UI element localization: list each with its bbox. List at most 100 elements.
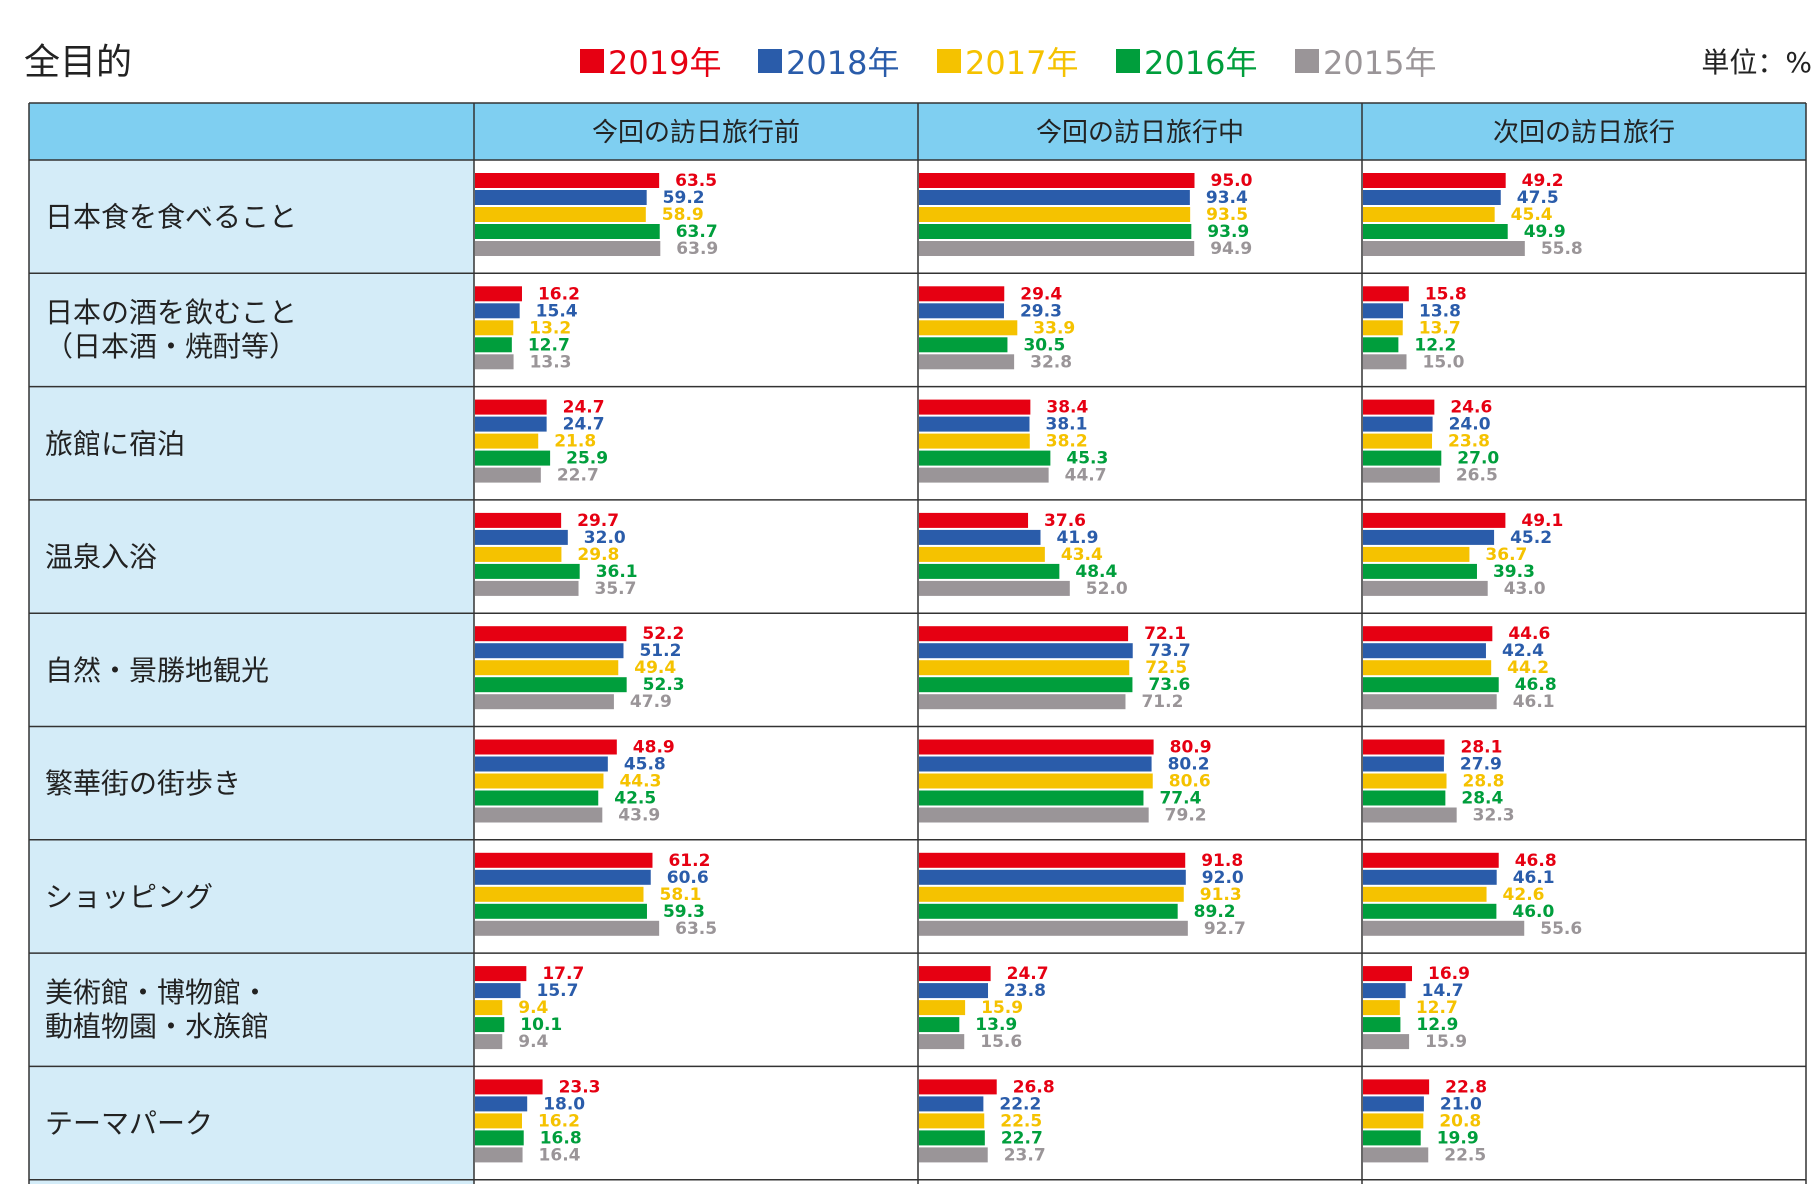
- bar-2018年: [1363, 983, 1406, 999]
- value-label: 29.3: [1020, 301, 1062, 321]
- value-label: 95.0: [1211, 171, 1253, 191]
- value-label: 41.9: [1057, 528, 1099, 548]
- bar-2019年: [1363, 852, 1499, 868]
- value-label: 21.8: [554, 432, 596, 452]
- bar-2019年: [475, 739, 617, 755]
- table-row: 温泉入浴 29.732.029.836.135.7 37.641.943.448.4…: [45, 511, 1563, 599]
- value-label: 43.4: [1061, 545, 1103, 565]
- value-label: 92.0: [1202, 868, 1244, 888]
- bar-2015年: [475, 354, 514, 370]
- value-label: 55.8: [1541, 239, 1583, 259]
- bar-2018年: [919, 869, 1186, 885]
- chart-title: 全目的: [24, 42, 132, 83]
- value-label: 13.2: [529, 318, 571, 338]
- bar-2017年: [1363, 320, 1403, 336]
- bar-2016年: [1363, 790, 1446, 806]
- row-label: 日本食を食べること: [45, 201, 297, 234]
- bar-2018年: [475, 416, 547, 432]
- value-label: 49.1: [1521, 511, 1563, 531]
- value-label: 29.8: [577, 545, 619, 565]
- value-label: 46.8: [1515, 675, 1557, 695]
- value-label: 33.9: [1033, 318, 1075, 338]
- bar-2015年: [475, 467, 541, 483]
- bar-2019年: [475, 1079, 543, 1095]
- bar-2016年: [475, 337, 512, 353]
- bar-2018年: [1363, 869, 1497, 885]
- bar-2018年: [475, 643, 624, 659]
- bar-2017年: [1363, 207, 1495, 222]
- value-label: 45.4: [1511, 205, 1553, 225]
- value-label: 46.8: [1515, 851, 1557, 871]
- bar-2017年: [1363, 773, 1447, 789]
- value-label: 93.9: [1207, 222, 1249, 242]
- bar-2019年: [475, 626, 627, 642]
- bar-2016年: [1363, 1130, 1421, 1146]
- bar-2015年: [919, 1147, 988, 1163]
- value-label: 45.2: [1510, 528, 1552, 548]
- column-header: 今回の訪日旅行中: [1036, 118, 1244, 148]
- value-label: 93.4: [1206, 188, 1248, 208]
- legend-swatch-2015年: [1295, 49, 1319, 73]
- row-label: 繁華街の街歩き: [45, 767, 241, 800]
- column-header: 次回の訪日旅行: [1493, 118, 1675, 148]
- row-label: 温泉入浴: [45, 541, 157, 574]
- table-row: 旅館に宿泊24.724.721.825.922.738.438.138.245.…: [45, 398, 1499, 486]
- value-label: 44.2: [1507, 658, 1549, 678]
- value-label: 15.8: [1425, 284, 1467, 304]
- value-label: 15.4: [536, 301, 578, 321]
- value-label: 26.8: [1013, 1077, 1055, 1097]
- bar-2019年: [1363, 512, 1506, 528]
- bar-2016年: [919, 337, 1008, 353]
- value-label: 44.6: [1508, 624, 1550, 644]
- row-label: 日本の酒を飲むこと: [45, 296, 297, 329]
- value-label: 21.0: [1440, 1094, 1482, 1114]
- bar-2015年: [919, 580, 1070, 596]
- value-label: 16.2: [538, 1111, 580, 1131]
- bar-2015年: [475, 580, 579, 596]
- bar-2015年: [475, 920, 660, 936]
- bar-2016年: [919, 1130, 985, 1146]
- bar-2015年: [1363, 1034, 1410, 1050]
- bar-2017年: [475, 546, 562, 562]
- value-label: 43.9: [618, 806, 660, 826]
- bar-2018年: [475, 983, 521, 999]
- bar-2015年: [475, 1034, 503, 1050]
- value-label: 39.3: [1493, 562, 1535, 582]
- bar-2019年: [919, 1079, 997, 1095]
- table-row: 繁華街の街歩き48.945.844.342.543.980.980.280.67…: [45, 738, 1515, 826]
- value-label: 49.9: [1524, 222, 1566, 242]
- value-label: 47.9: [630, 692, 672, 712]
- bar-2017年: [475, 773, 604, 789]
- value-label: 63.7: [676, 222, 718, 242]
- bar-2017年: [475, 320, 514, 336]
- bar-2018年: [1363, 303, 1404, 319]
- value-label: 12.7: [1416, 998, 1458, 1018]
- bar-2015年: [1363, 580, 1488, 596]
- value-label: 43.0: [1504, 579, 1546, 599]
- bar-2018年: [919, 983, 989, 999]
- value-label: 38.1: [1045, 415, 1087, 435]
- value-label: 9.4: [518, 998, 548, 1018]
- bar-2019年: [475, 966, 527, 982]
- bar-2016年: [475, 677, 627, 693]
- bar-2017年: [1363, 886, 1487, 902]
- value-label: 49.4: [634, 658, 676, 678]
- bar-2016年: [919, 224, 1192, 239]
- bar-2016年: [1363, 903, 1497, 919]
- value-label: 93.5: [1206, 205, 1248, 225]
- bar-2015年: [919, 467, 1049, 483]
- value-label: 15.7: [537, 981, 579, 1001]
- bar-2016年: [919, 677, 1133, 693]
- value-label: 80.9: [1170, 738, 1212, 758]
- value-label: 10.1: [520, 1015, 562, 1035]
- bar-2016年: [475, 1017, 505, 1033]
- legend-swatch-2017年: [937, 49, 961, 73]
- value-label: 28.4: [1461, 789, 1503, 809]
- value-label: 52.0: [1086, 579, 1128, 599]
- bar-2016年: [919, 450, 1051, 466]
- bar-2019年: [475, 286, 522, 302]
- bar-2017年: [919, 546, 1045, 562]
- bar-2016年: [475, 450, 551, 466]
- bar-2016年: [1363, 337, 1399, 353]
- bar-2018年: [919, 416, 1030, 432]
